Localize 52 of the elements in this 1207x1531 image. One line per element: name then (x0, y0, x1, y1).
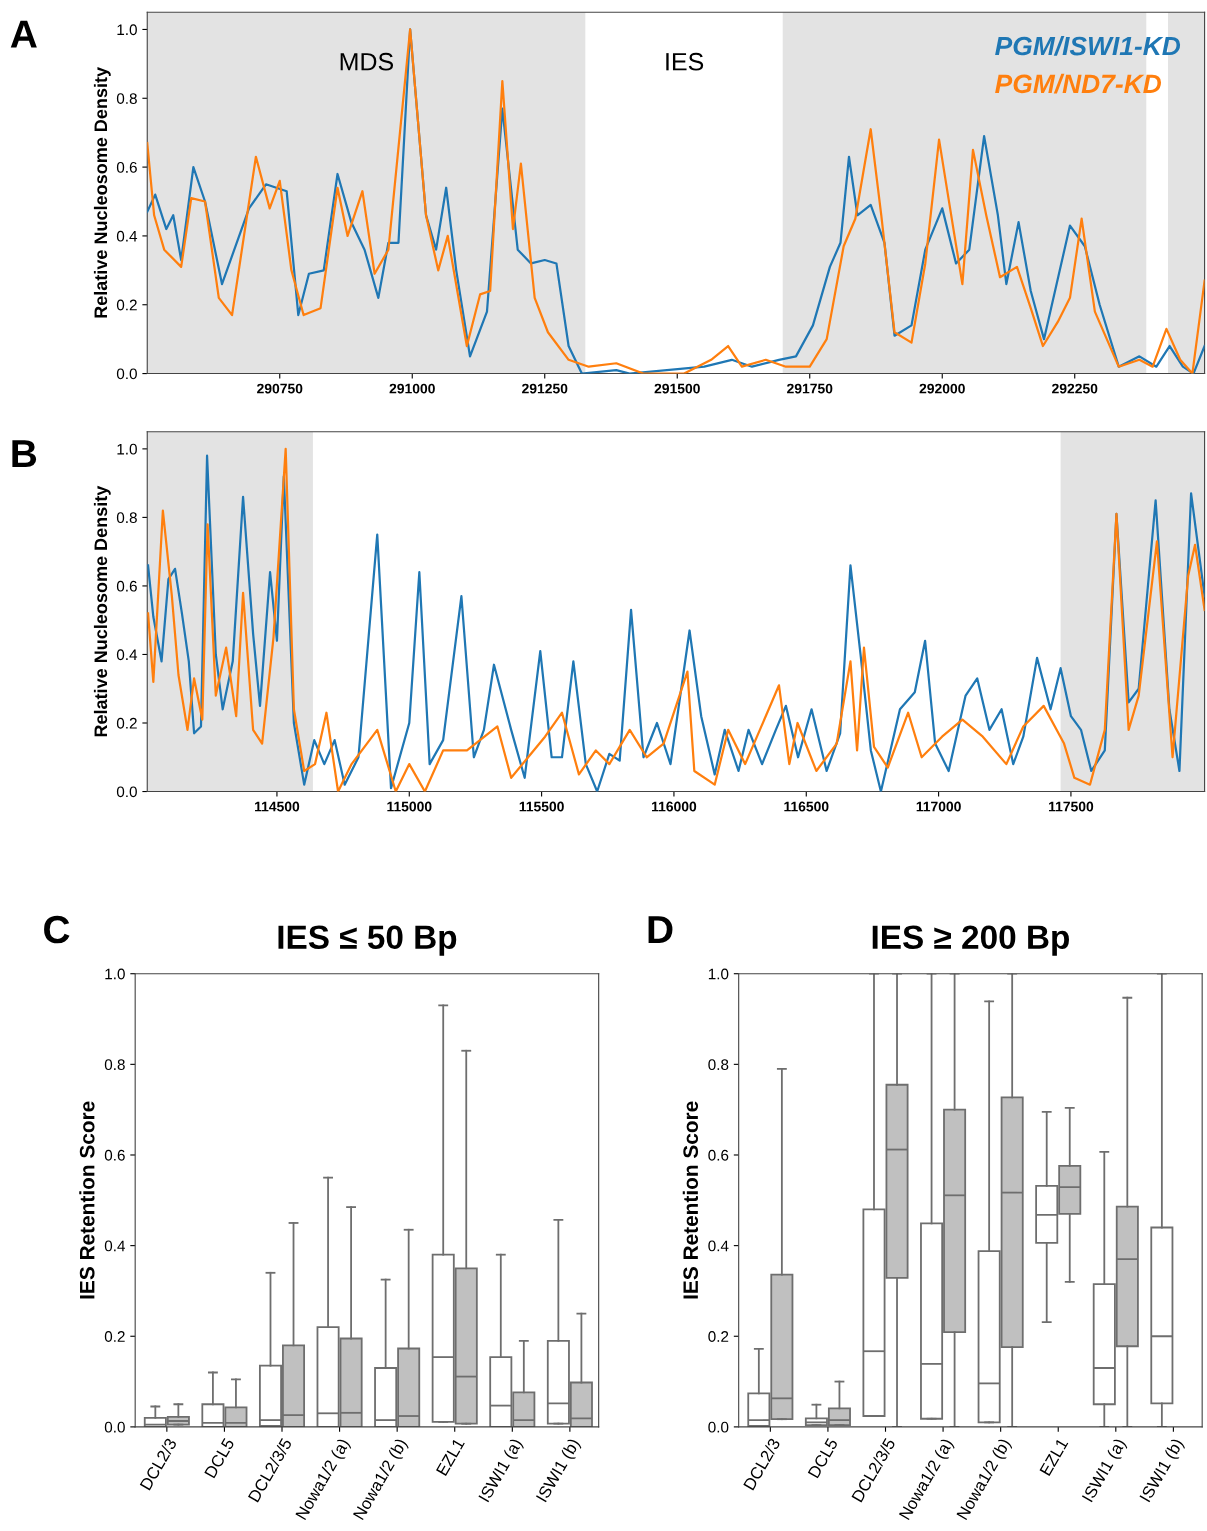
y-tick-label: 1.0 (105, 968, 125, 980)
chart-title: IES ≤ 50 Bp (278, 925, 457, 956)
x-tick-label: 116000 (652, 801, 697, 812)
y-tick-label: 0.4 (104, 1240, 126, 1252)
x-tick-label: 114500 (255, 801, 300, 812)
y-tick-label: 0.6 (116, 580, 137, 592)
x-tick-label: 291500 (654, 383, 700, 394)
y-tick-label: 0.2 (116, 717, 137, 729)
x-tick-label: 291000 (389, 383, 435, 394)
band-label: MDS (340, 52, 394, 71)
y-tick-label: 0.4 (116, 649, 138, 661)
x-tick-label: 117000 (916, 801, 961, 812)
y-tick-label: 0.6 (116, 161, 137, 173)
y-tick-label: 1.0 (117, 443, 137, 455)
band-label: IES (666, 52, 704, 71)
x-tick-label: 116500 (784, 801, 829, 812)
y-axis-title: Relative Nucleosome Density (93, 67, 111, 318)
y-tick-label: 0.4 (708, 1240, 729, 1252)
y-tick-label: 0.0 (104, 1421, 125, 1433)
x-tick-label: 115000 (387, 801, 432, 812)
y-tick-label: 0.0 (116, 786, 137, 798)
y-axis-title: IES Retention Score (79, 1101, 95, 1299)
y-tick-label: 0.8 (708, 1059, 729, 1071)
x-tick-label: 117500 (1049, 801, 1094, 812)
y-axis-title: Relative Nucleosome Density (93, 485, 111, 737)
y-tick-label: 0.8 (116, 93, 137, 104)
x-tick-label: 292000 (919, 383, 965, 394)
x-tick-label: 292250 (1052, 383, 1098, 394)
y-tick-label: 0.2 (708, 1331, 729, 1342)
y-tick-label: 0.2 (116, 299, 137, 311)
x-tick-label: 290750 (257, 383, 303, 394)
y-tick-label: 0.6 (104, 1149, 125, 1161)
y-tick-label: 0.4 (116, 230, 138, 242)
y-tick-label: 0.0 (116, 368, 137, 380)
x-tick-label: 291250 (522, 383, 568, 394)
y-tick-label: 0.0 (708, 1421, 729, 1433)
y-tick-label: 0.2 (104, 1331, 125, 1342)
y-tick-label: 0.8 (104, 1059, 125, 1071)
x-tick-label: 291750 (787, 383, 833, 394)
text: PGM/ISWI1-KD (995, 36, 1181, 56)
y-tick-label: 1.0 (117, 24, 137, 36)
y-axis-title: IES Retention Score (682, 1101, 699, 1299)
text: PGM/ND7-KD (995, 73, 1162, 94)
text: C (44, 915, 70, 944)
chart-title: IES ≥ 200 Bp (872, 925, 1069, 956)
text: B (12, 440, 37, 467)
text: D (648, 916, 673, 943)
x-tick-label: 115500 (519, 801, 564, 812)
y-tick-label: 0.6 (708, 1149, 729, 1161)
text: A (10, 20, 37, 48)
y-tick-label: 0.8 (116, 512, 137, 524)
y-tick-label: 1.0 (708, 968, 729, 980)
